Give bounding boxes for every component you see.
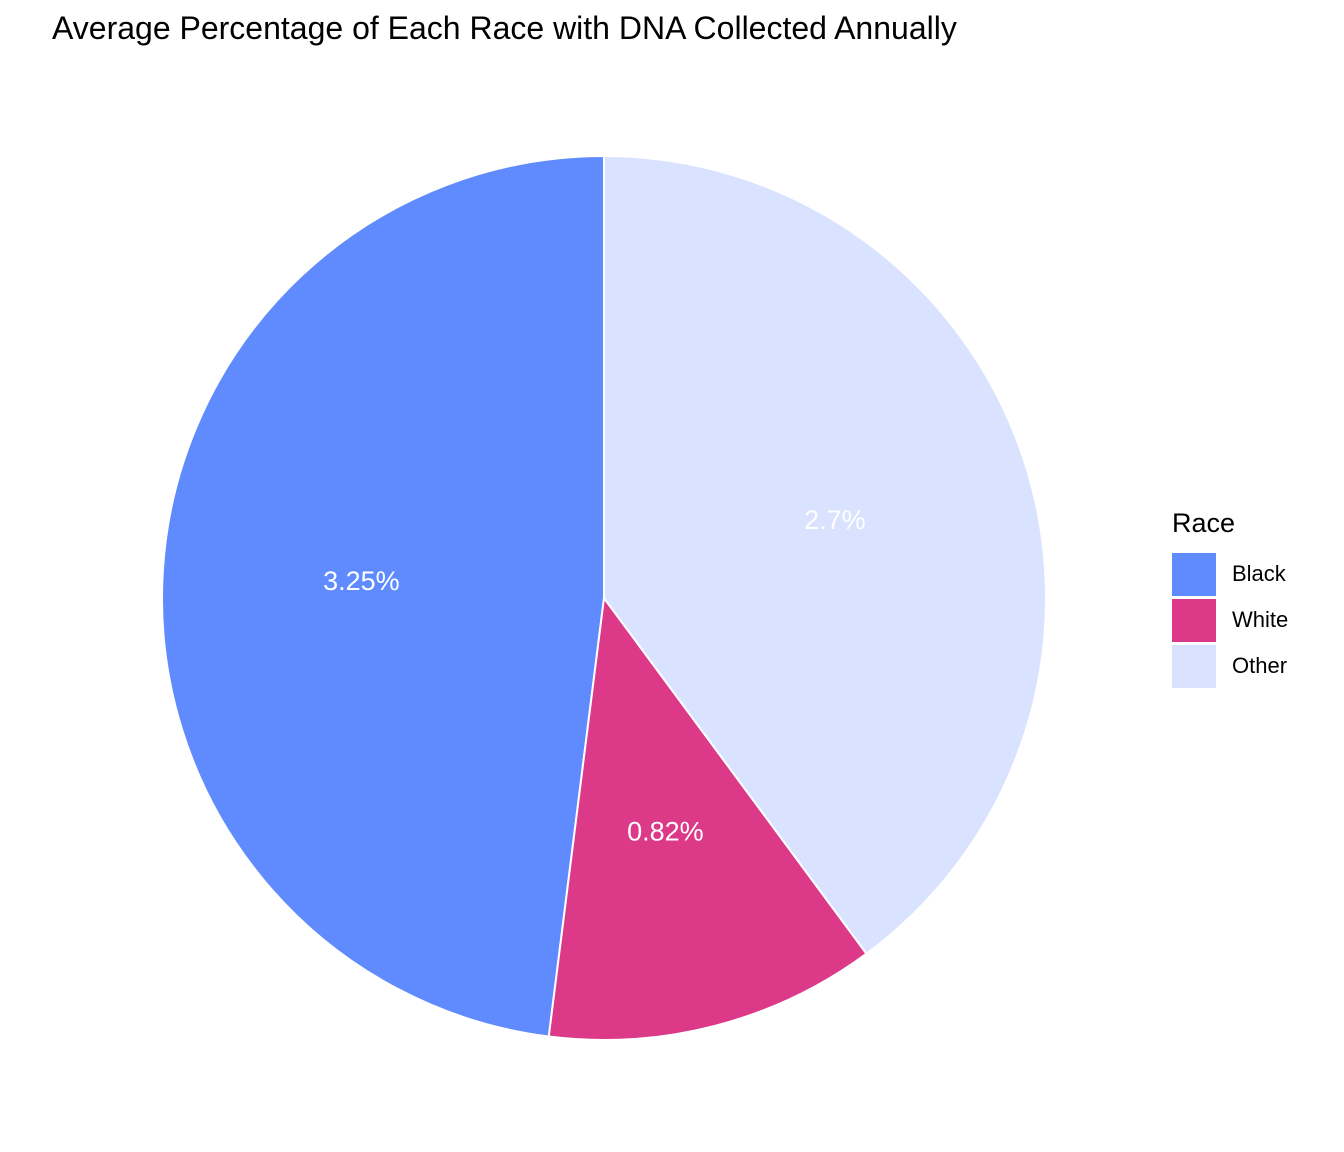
pie-slice-other bbox=[603, 154, 1047, 956]
legend-title: Race bbox=[1172, 508, 1236, 538]
pie-slices bbox=[160, 154, 1047, 1041]
pie-label-other: 2.7% bbox=[804, 505, 866, 535]
pie-label-white: 0.82% bbox=[627, 816, 704, 846]
legend-item-black: Black bbox=[1172, 551, 1288, 597]
legend-label-black: Black bbox=[1232, 561, 1286, 586]
legend-item-other: Other bbox=[1172, 643, 1288, 689]
legend-swatch-black bbox=[1172, 552, 1216, 596]
legend-label-other: Other bbox=[1232, 653, 1288, 678]
chart-title: Average Percentage of Each Race with DNA… bbox=[52, 10, 957, 46]
pie-labels: 3.25% 0.82% 2.7% bbox=[323, 505, 866, 846]
pie-slice-black bbox=[160, 154, 605, 1038]
legend-item-white: White bbox=[1172, 597, 1288, 643]
pie-slice-white bbox=[547, 595, 868, 1041]
legend: Race Black White Other bbox=[1172, 508, 1288, 689]
legend-label-white: White bbox=[1232, 607, 1289, 632]
legend-swatch-other bbox=[1172, 644, 1216, 688]
legend-swatch-white bbox=[1172, 598, 1216, 642]
pie-label-black: 3.25% bbox=[323, 566, 400, 596]
